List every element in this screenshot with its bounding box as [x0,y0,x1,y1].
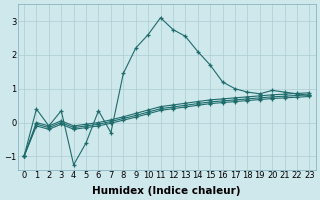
X-axis label: Humidex (Indice chaleur): Humidex (Indice chaleur) [92,186,241,196]
